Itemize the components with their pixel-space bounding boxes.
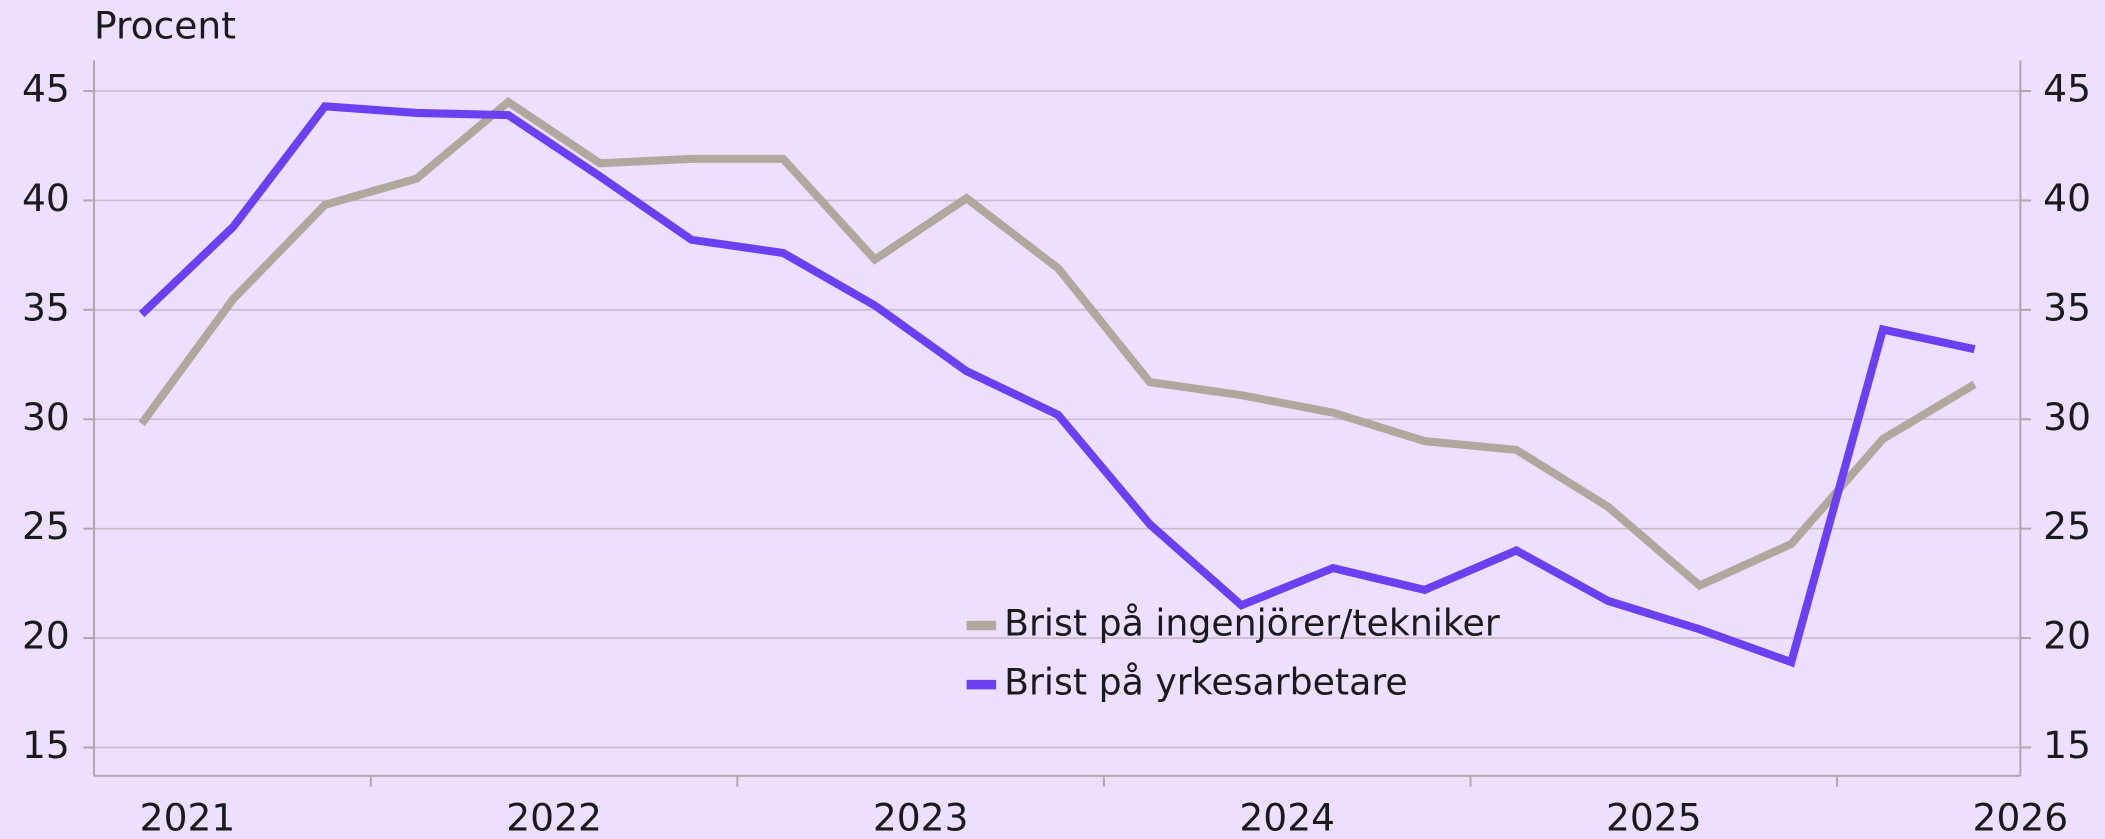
y2-tick-label: 35	[2043, 285, 2091, 329]
y-tick-label: 30	[22, 395, 70, 439]
y-tick-label: 40	[22, 176, 70, 220]
x-tick-label: 2026	[1973, 796, 2069, 839]
y2-tick-label: 25	[2043, 504, 2091, 548]
y-tick-label: 20	[22, 614, 70, 658]
y2-tick-label: 20	[2043, 614, 2091, 658]
y-tick-label: 25	[22, 504, 70, 548]
data-line	[138, 96, 1977, 591]
y-tick-label: 35	[22, 285, 70, 329]
legend-label: Brist på yrkesarbetare	[1004, 661, 1408, 704]
y-tick-label: 45	[22, 67, 70, 111]
x-tick-label: 2022	[506, 796, 602, 839]
x-tick-label: 2021	[140, 796, 236, 839]
legend-label: Brist på ingenjörer/tekniker	[1004, 602, 1500, 645]
x-tick-label: 2024	[1239, 796, 1335, 839]
y2-tick-label: 40	[2043, 176, 2091, 220]
data-line	[138, 102, 1976, 668]
x-tick-label: 2025	[1606, 796, 1702, 839]
y-tick-label: 15	[22, 723, 70, 767]
y2-tick-label: 45	[2043, 67, 2091, 111]
y2-tick-label: 15	[2043, 723, 2091, 767]
y-axis-label: Procent	[94, 4, 236, 48]
y2-tick-label: 30	[2043, 395, 2091, 439]
x-tick-label: 2023	[873, 796, 969, 839]
